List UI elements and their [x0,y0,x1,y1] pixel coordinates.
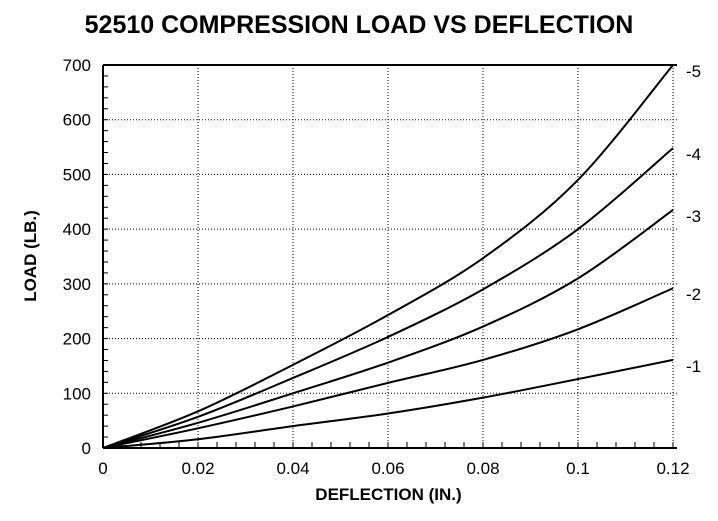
y-tick-label: 300 [63,275,91,294]
series-label: -4 [686,145,701,164]
series-label: -1 [686,357,701,376]
x-tick-label: 0.02 [181,459,214,478]
x-tick-label: 0.04 [276,459,309,478]
x-tick-label: 0.12 [656,459,689,478]
y-tick-label: 0 [82,439,91,458]
series-label: -3 [686,207,701,226]
series-label: -2 [686,285,701,304]
series-line [102,64,674,449]
y-tick-label: 400 [63,220,91,239]
x-tick-label: 0 [98,459,107,478]
y-tick-label: 500 [63,165,91,184]
chart-title: 52510 COMPRESSION LOAD VS DEFLECTION [84,11,634,39]
x-axis-label: DEFLECTION (IN.) [315,485,462,504]
series-line [102,209,674,449]
y-tick-label: 700 [63,56,91,75]
series-label: -5 [686,62,701,81]
y-tick-label: 600 [63,111,91,130]
y-tick-label: 200 [63,330,91,349]
x-tick-label: 0.08 [466,459,499,478]
series-line [102,287,674,449]
x-tick-label: 0.1 [566,459,590,478]
series-line [102,147,674,449]
series-line [102,358,674,449]
x-tick-label: 0.06 [371,459,404,478]
y-tick-label: 100 [63,384,91,403]
